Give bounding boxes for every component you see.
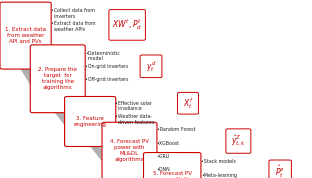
Text: •Weather data-: •Weather data- [115, 114, 153, 119]
Text: $y_t^d$: $y_t^d$ [146, 59, 156, 74]
Text: •Effective solar: •Effective solar [115, 101, 152, 106]
Text: 3. Feature
engineering: 3. Feature engineering [74, 116, 107, 127]
Text: •XGBoost: •XGBoost [157, 141, 180, 146]
Text: •On-grid inverters: •On-grid inverters [85, 64, 128, 69]
Text: 2. Prepare the
target  for
training the
algorithms: 2. Prepare the target for training the a… [38, 67, 77, 90]
FancyBboxPatch shape [102, 122, 157, 178]
FancyArrow shape [88, 141, 117, 174]
Text: •DNN: •DNN [157, 167, 170, 172]
Text: $\hat{P}_t^{e}$: $\hat{P}_t^{e}$ [275, 163, 285, 178]
FancyBboxPatch shape [269, 160, 291, 178]
Text: •Extract data from: •Extract data from [51, 21, 95, 26]
Text: model: model [85, 56, 103, 61]
Text: 4. Forecast PV
power with
ML&DL
algorithms: 4. Forecast PV power with ML&DL algorith… [110, 139, 149, 162]
Text: $X_t^f$: $X_t^f$ [183, 96, 193, 111]
Text: irradiance: irradiance [115, 106, 142, 111]
FancyBboxPatch shape [0, 2, 51, 69]
Text: •Off-grid inverters: •Off-grid inverters [85, 77, 128, 82]
Text: •Meta-learning: •Meta-learning [201, 173, 237, 178]
FancyBboxPatch shape [178, 92, 198, 114]
Text: inverters: inverters [51, 14, 75, 19]
Text: •Stack models: •Stack models [201, 159, 236, 164]
Text: weather APIs: weather APIs [51, 27, 85, 32]
Text: $\mathit{XW}^{t}, P_d^t$: $\mathit{XW}^{t}, P_d^t$ [112, 17, 142, 32]
Text: $\hat{y}_{t,k}^{Z}$: $\hat{y}_{t,k}^{Z}$ [231, 134, 246, 148]
FancyBboxPatch shape [109, 10, 145, 40]
Text: •Collect data from: •Collect data from [51, 8, 95, 13]
Text: driven features: driven features [115, 120, 154, 125]
FancyArrow shape [19, 64, 49, 107]
Text: •Random Forest: •Random Forest [157, 127, 195, 132]
Text: •GRU: •GRU [157, 154, 170, 159]
Text: •Deterministic: •Deterministic [85, 51, 120, 56]
Text: 5. Forecast PV
power with the
Hybrid Meta-
learning model: 5. Forecast PV power with the Hybrid Met… [151, 171, 193, 178]
Text: 1. Extract data
from weather
API and PVs: 1. Extract data from weather API and PVs [5, 27, 46, 44]
FancyBboxPatch shape [140, 55, 162, 78]
FancyArrow shape [124, 174, 153, 178]
FancyBboxPatch shape [30, 45, 85, 113]
FancyBboxPatch shape [226, 129, 251, 153]
FancyBboxPatch shape [144, 153, 201, 178]
FancyArrow shape [52, 107, 81, 141]
FancyBboxPatch shape [65, 96, 116, 146]
